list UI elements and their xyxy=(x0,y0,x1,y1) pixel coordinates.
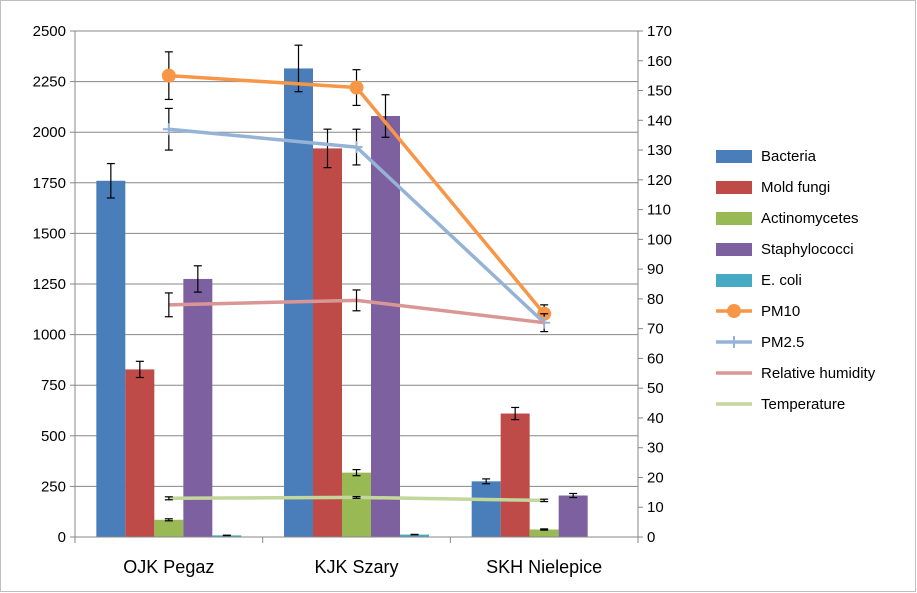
right-tick-label: 120 xyxy=(647,172,672,189)
bar xyxy=(529,529,559,537)
legend-label: Temperature xyxy=(761,396,845,413)
right-tick-label: 0 xyxy=(647,529,655,546)
series-point xyxy=(349,80,364,95)
legend-label: Mold fungi xyxy=(761,179,830,196)
right-tick-label: 80 xyxy=(647,291,664,308)
bar xyxy=(154,519,184,537)
left-tick-label: 1750 xyxy=(33,175,66,192)
legend-label: Relative humidity xyxy=(761,365,876,382)
bar xyxy=(500,413,530,537)
legend-label: E. coli xyxy=(761,272,802,289)
left-tick-label: 750 xyxy=(41,377,66,394)
left-tick-label: 250 xyxy=(41,478,66,495)
bar xyxy=(471,481,501,537)
right-tick-label: 110 xyxy=(647,202,671,219)
left-tick-label: 2500 xyxy=(33,23,66,40)
left-tick-label: 500 xyxy=(41,428,66,445)
legend-swatch xyxy=(716,181,752,194)
x-tick-label: OJK Pegaz xyxy=(123,557,214,577)
legend-swatch xyxy=(716,243,752,256)
bar xyxy=(125,369,155,537)
left-tick-label: 2000 xyxy=(33,124,66,141)
right-tick-label: 160 xyxy=(647,53,672,70)
left-tick-label: 1000 xyxy=(33,327,66,344)
legend-label: PM2.5 xyxy=(761,334,804,351)
right-tick-label: 50 xyxy=(647,380,664,397)
right-tick-label: 140 xyxy=(647,112,672,129)
left-tick-label: 2250 xyxy=(33,74,66,91)
x-tick-label: KJK Szary xyxy=(314,557,398,577)
bar xyxy=(371,116,400,538)
legend-label: PM10 xyxy=(761,303,800,320)
right-tick-label: 60 xyxy=(647,350,664,367)
right-tick-label: 20 xyxy=(647,469,664,486)
legend-label: Bacteria xyxy=(761,148,817,165)
legend-label: Actinomycetes xyxy=(761,210,859,227)
right-tick-label: 170 xyxy=(647,23,672,40)
bar xyxy=(342,472,371,537)
legend-label: Staphylococci xyxy=(761,241,854,258)
right-tick-label: 130 xyxy=(647,142,672,159)
right-tick-label: 100 xyxy=(647,231,672,248)
right-tick-label: 150 xyxy=(647,83,672,100)
line-series xyxy=(161,51,552,503)
axes: 0 250 500 750 1000 1250 1500 1750 2000 2250 2500 0 1… xyxy=(33,23,672,577)
series-line xyxy=(168,73,546,315)
legend-swatch xyxy=(716,274,752,287)
bar xyxy=(558,495,588,537)
x-tick-label: SKH Nielepice xyxy=(486,557,602,577)
legend: Bacteria Mold fungi Actinomycetes Staphyloc… xyxy=(716,148,876,413)
left-tick-label: 1250 xyxy=(33,276,66,293)
legend-marker xyxy=(727,304,741,318)
right-tick-label: 40 xyxy=(647,410,664,427)
bar xyxy=(313,148,342,537)
right-tick-label: 90 xyxy=(647,261,664,278)
right-tick-label: 10 xyxy=(647,499,664,516)
bar xyxy=(183,278,213,537)
series-point xyxy=(161,68,176,83)
legend-swatch xyxy=(716,212,752,225)
left-tick-label: 0 xyxy=(58,529,66,546)
bar xyxy=(96,180,126,537)
bar-series xyxy=(96,44,617,538)
right-tick-label: 70 xyxy=(647,321,664,338)
bar xyxy=(400,534,429,537)
legend-swatch xyxy=(716,150,752,163)
right-tick-label: 30 xyxy=(647,440,664,457)
bar xyxy=(212,535,242,537)
left-tick-label: 1500 xyxy=(33,225,66,242)
